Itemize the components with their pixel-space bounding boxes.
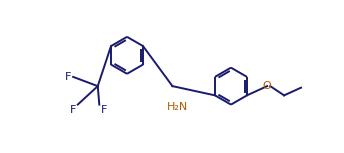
Text: O: O [263, 81, 271, 91]
Text: F: F [70, 105, 76, 115]
Text: F: F [65, 72, 72, 82]
Text: F: F [101, 105, 107, 115]
Text: H₂N: H₂N [167, 102, 188, 112]
